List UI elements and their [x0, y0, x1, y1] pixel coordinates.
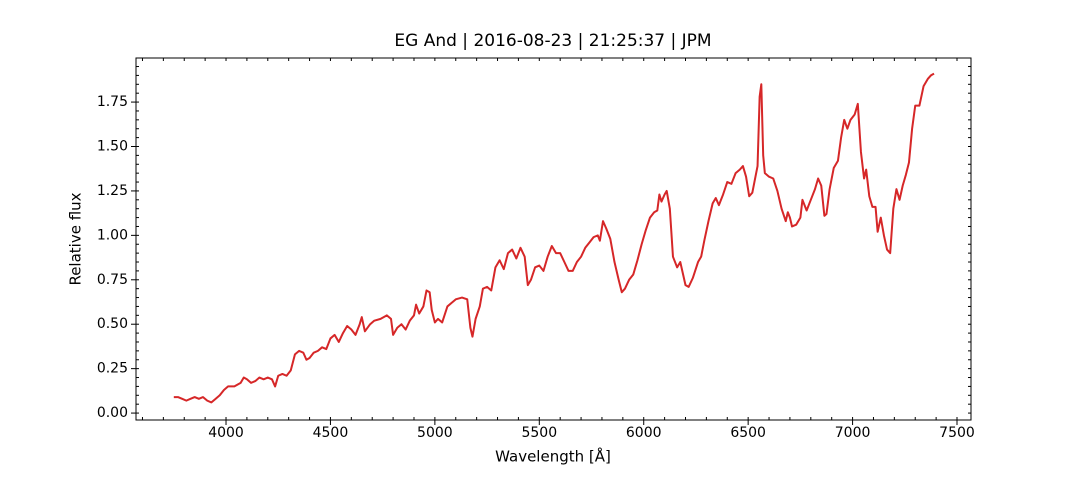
x-tick-label: 5500	[521, 425, 557, 441]
y-tick-label: 0.25	[97, 361, 128, 377]
x-tick-label: 7000	[835, 425, 871, 441]
chart-title: EG And | 2016-08-23 | 21:25:37 | JPM	[394, 31, 711, 51]
y-tick-label: 1.25	[97, 183, 128, 199]
x-tick-label: 4500	[313, 425, 349, 441]
x-tick-label: 6000	[626, 425, 662, 441]
x-tick-label: 6500	[730, 425, 766, 441]
y-tick-label: 1.75	[97, 94, 128, 110]
y-tick-label: 1.50	[97, 139, 128, 155]
y-axis-label: Relative flux	[67, 192, 85, 285]
plot-area	[173, 72, 935, 404]
x-tick-label: 7500	[939, 425, 975, 441]
x-axis-label: Wavelength [Å]	[495, 447, 611, 466]
y-tick-label: 0.75	[97, 272, 128, 288]
y-tick-label: 1.00	[97, 227, 128, 243]
x-tick-label: 5000	[417, 425, 453, 441]
spectrum-line	[173, 72, 935, 404]
plot-frame	[135, 57, 972, 421]
y-tick-label: 0.50	[97, 316, 128, 332]
y-tick-label: 0.00	[97, 405, 128, 421]
x-tick-label: 4000	[208, 425, 244, 441]
